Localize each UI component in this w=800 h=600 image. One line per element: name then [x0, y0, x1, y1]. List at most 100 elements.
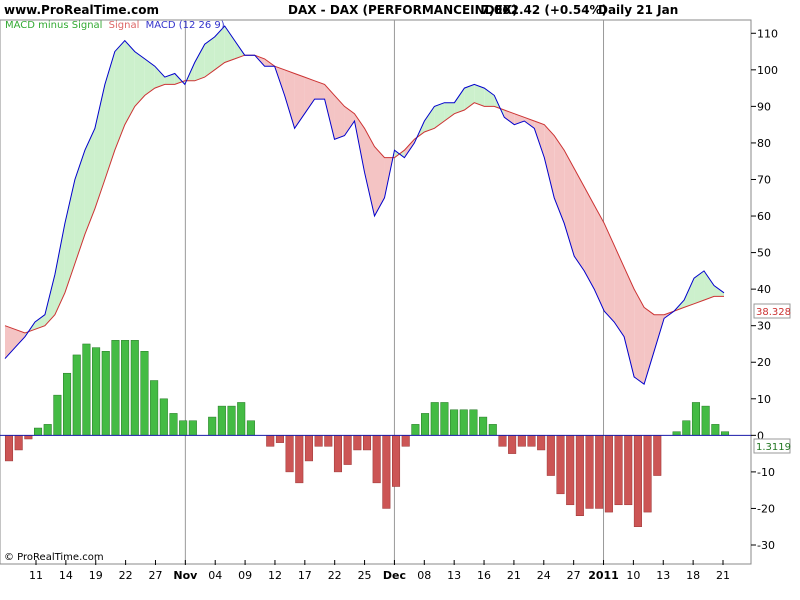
histogram-bar [604, 435, 613, 513]
histogram-bar [53, 394, 62, 436]
x-tick-label: 13 [447, 569, 461, 582]
x-tick-label: 16 [477, 569, 491, 582]
x-tick-label: 17 [298, 569, 312, 582]
fill-segment [64, 179, 75, 293]
macd-line [4, 25, 725, 386]
histogram-bar [159, 398, 168, 436]
fill-segment [164, 73, 175, 85]
fill-segment [104, 51, 115, 180]
histogram-bar [246, 420, 255, 436]
fill-segment [634, 289, 645, 385]
fill-segment [374, 146, 385, 217]
histogram-bar [43, 424, 52, 436]
x-tick-label: Dec [383, 569, 406, 582]
histogram-bar [566, 435, 575, 506]
fill-segment [684, 278, 695, 308]
x-tick-label: 22 [328, 569, 342, 582]
histogram-bar [614, 435, 623, 506]
fill-segment [584, 186, 595, 290]
fill-segment [204, 36, 215, 78]
histogram-bar [111, 340, 120, 436]
x-tick-label: 11 [29, 569, 43, 582]
y-tick-label: 110 [757, 27, 778, 40]
x-tick-label: 19 [89, 569, 103, 582]
y-tick-label: 10 [757, 393, 771, 406]
histogram-bar [304, 435, 313, 462]
fill-segment [454, 88, 465, 114]
histogram-bar [4, 435, 14, 462]
fill-segment [364, 128, 375, 217]
x-tick-label: 27 [567, 569, 581, 582]
site-title[interactable]: www.ProRealTime.com [4, 3, 159, 17]
fill-segment [504, 110, 515, 125]
histogram-bar [392, 435, 401, 487]
histogram-bar [285, 435, 294, 473]
histogram-bar [372, 435, 381, 484]
histogram-bar [459, 409, 468, 436]
histogram-bars [4, 340, 730, 527]
histogram-bar [82, 343, 91, 436]
fill-segment [54, 223, 65, 315]
fill-segment [544, 124, 555, 198]
period-readout: Daily 21 Jan [598, 3, 678, 17]
histogram-bar [401, 435, 410, 447]
x-tick-label: 21 [507, 569, 521, 582]
histogram-bar [169, 413, 178, 436]
fill-segment [234, 40, 245, 59]
fill-segment [14, 329, 25, 348]
fill-segment [324, 84, 335, 140]
histogram-bar [362, 435, 372, 451]
histogram-bar [469, 409, 478, 436]
fill-segment [434, 102, 445, 129]
y-tick-label: 30 [757, 320, 771, 333]
fill-segment [444, 102, 455, 121]
fill-segment [604, 223, 615, 323]
y-tick-label: -30 [757, 539, 775, 552]
macd-signal-fill [5, 25, 724, 385]
y-tick-label: 80 [757, 137, 771, 150]
y-tick-label: 90 [757, 100, 771, 113]
legend-macd: MACD (12 26 9) [146, 20, 225, 31]
fill-segment [704, 270, 715, 301]
histogram-bar [72, 354, 81, 436]
fill-segment [464, 84, 475, 111]
histogram-bar [63, 372, 72, 436]
histogram-bar [440, 402, 449, 436]
histogram-bar [595, 435, 604, 509]
histogram-bar [488, 424, 497, 436]
x-tick-label: 13 [656, 569, 670, 582]
price-readout: 7,062.42 (+0.54%) [481, 3, 607, 17]
y-tick-label: 100 [757, 64, 778, 77]
histogram-bar [121, 340, 130, 436]
fill-segment [214, 25, 225, 70]
signal-value-badge: 38.328 [753, 303, 791, 319]
fill-segment [304, 77, 315, 114]
histogram-bar [430, 402, 439, 436]
fill-segment [154, 66, 165, 89]
y-tick-label: -10 [757, 466, 775, 479]
histogram-bar [275, 435, 284, 443]
histogram-bar [691, 402, 701, 436]
histogram-bar [720, 431, 730, 436]
histogram-bar [421, 413, 430, 436]
x-tick-label: 22 [119, 569, 133, 582]
fill-segment [714, 285, 724, 297]
x-tick-label: 08 [417, 569, 431, 582]
histogram-bar [150, 380, 159, 436]
histogram-bar [343, 435, 352, 465]
fill-segment [524, 117, 535, 129]
histogram-bar [140, 351, 149, 436]
x-tick-label: 2011 [588, 569, 619, 582]
histogram-bar [450, 409, 459, 436]
histogram-bar [130, 340, 139, 436]
histogram-bar [585, 435, 594, 509]
histogram-bar [411, 424, 420, 436]
svg-text:38.328: 38.328 [756, 307, 791, 318]
fill-segment [114, 40, 125, 151]
fill-segment [84, 128, 95, 235]
fill-segment [484, 88, 495, 107]
histogram-bar [237, 402, 246, 436]
histogram-bar [575, 435, 584, 516]
x-tick-label: 14 [59, 569, 73, 582]
